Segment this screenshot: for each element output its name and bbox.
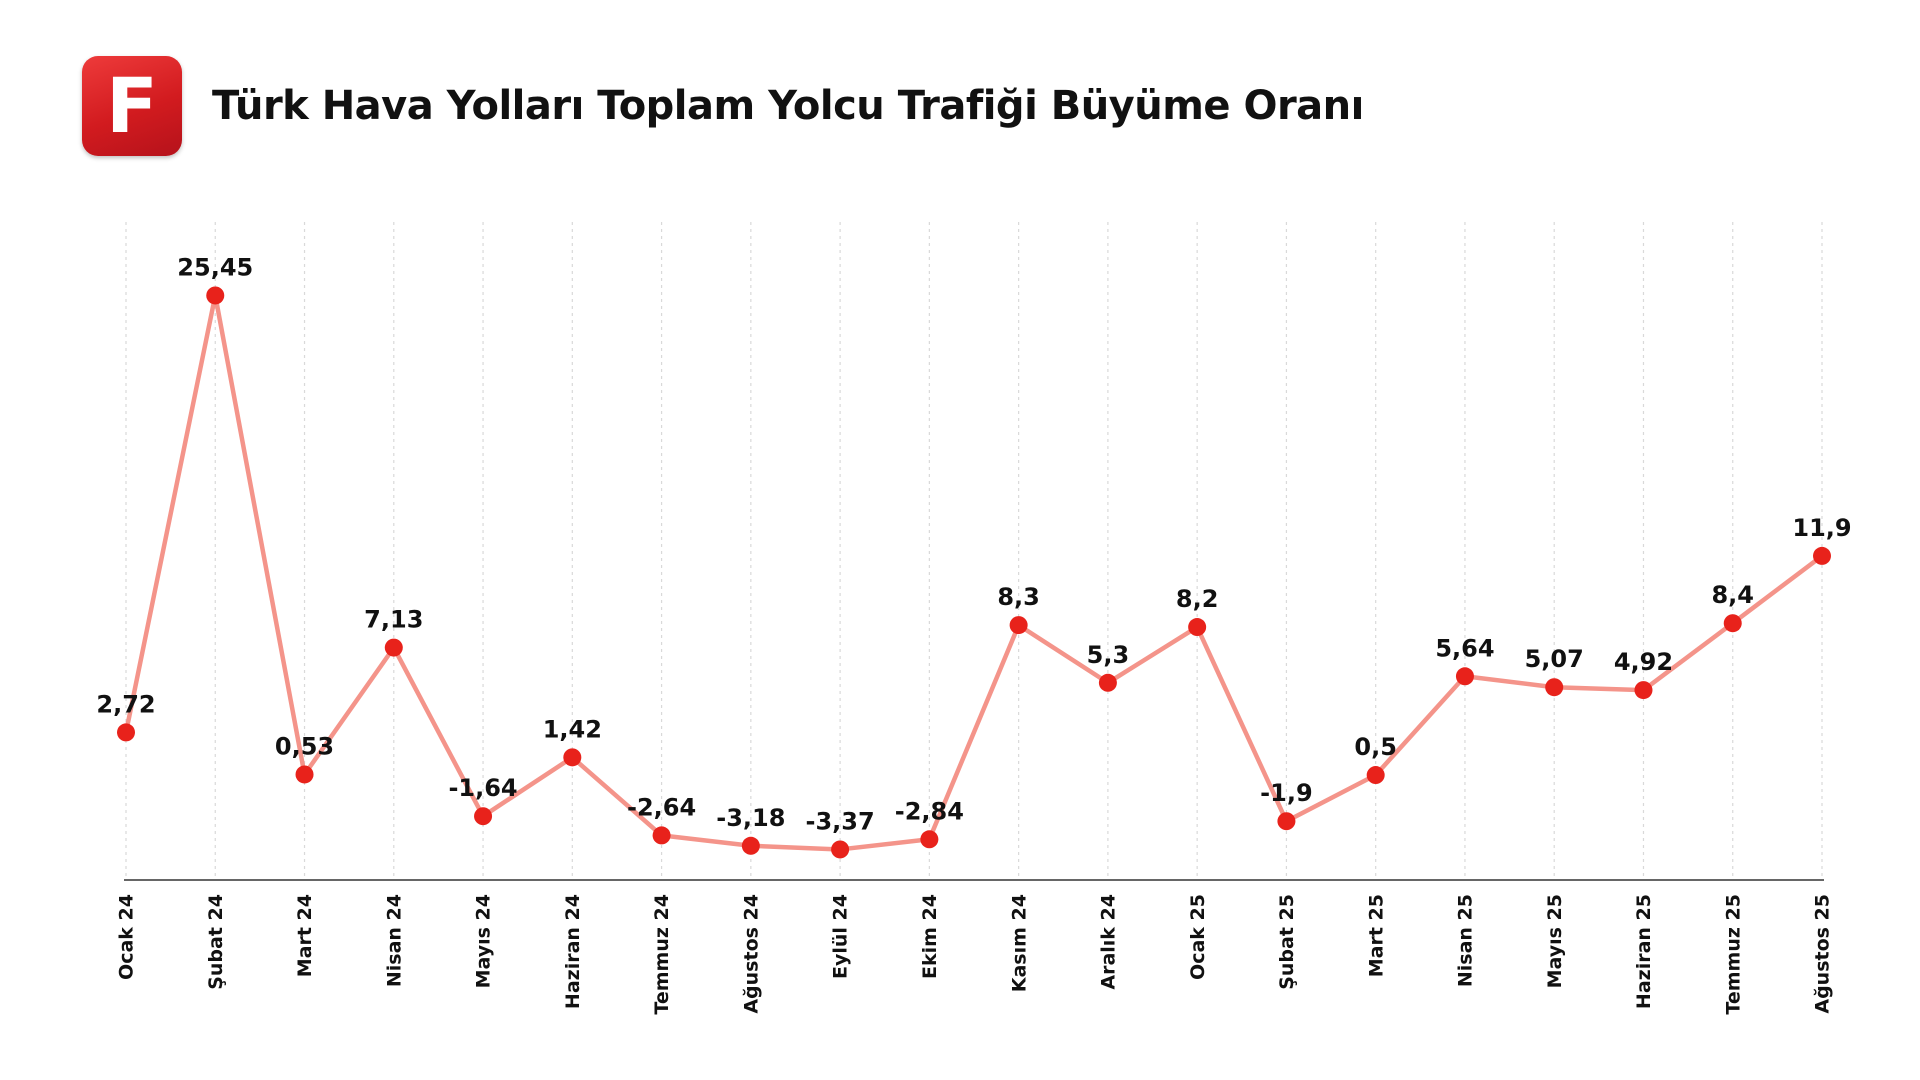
data-point (920, 830, 939, 849)
data-label: 25,45 (177, 253, 253, 281)
brand-logo: F (82, 56, 182, 156)
x-tick-label: Ocak 24 (116, 894, 138, 980)
data-point (1455, 667, 1474, 686)
data-markers (117, 286, 1831, 859)
x-tick-label: Ağustos 25 (1812, 894, 1834, 1014)
data-point (1634, 681, 1653, 700)
x-tick-label: Temmuz 24 (651, 894, 673, 1015)
data-label: -2,84 (895, 797, 964, 825)
data-point (1366, 766, 1385, 785)
x-tick-label: Haziran 24 (562, 894, 584, 1009)
data-point (1813, 546, 1831, 565)
data-point (1009, 616, 1028, 635)
data-point (831, 840, 850, 859)
x-tick-label: Kasım 24 (1008, 894, 1030, 992)
series-polyline (123, 293, 1825, 852)
data-label: 5,07 (1525, 645, 1584, 673)
x-tick-label: Mayıs 24 (473, 894, 495, 988)
data-label: 5,64 (1435, 634, 1494, 662)
x-tick-label: Eylül 24 (830, 894, 852, 979)
series-line (123, 293, 1825, 852)
x-tick-label: Mart 24 (294, 894, 316, 977)
data-label: 11,9 (1792, 514, 1851, 542)
x-tick-label: Aralık 24 (1098, 894, 1120, 990)
x-tick-label: Mayıs 25 (1544, 894, 1566, 988)
data-label: 5,3 (1087, 641, 1130, 669)
data-point (652, 826, 671, 845)
x-tick-label: Nisan 24 (383, 894, 405, 987)
data-point (563, 748, 582, 767)
data-point (741, 836, 760, 855)
logo-letter: F (106, 61, 158, 150)
data-label: 7,13 (364, 606, 423, 634)
data-label: 1,42 (543, 715, 602, 743)
data-label: 8,3 (997, 583, 1040, 611)
data-label: -3,37 (806, 807, 875, 835)
grid-lines (125, 222, 1823, 880)
data-point (1098, 673, 1117, 692)
data-label: 2,72 (96, 690, 155, 718)
x-tick-label: Ocak 25 (1187, 894, 1209, 980)
x-tick-label: Temmuz 25 (1722, 894, 1744, 1015)
data-point (1277, 812, 1296, 831)
data-label: -1,64 (448, 774, 517, 802)
data-label: 4,92 (1614, 648, 1673, 676)
data-label: 0,5 (1354, 733, 1397, 761)
data-labels: 2,72 25,45 0,53 7,13 -1,64 1,42 -2,64 -3,18 -3,3… (96, 253, 1851, 835)
x-tick-label: Mart 25 (1365, 894, 1387, 977)
x-tick-label: Nisan 25 (1455, 894, 1477, 987)
x-tick-labels: Ocak 24 Şubat 24 Mart 24 Nisan 24 Mayıs 24 Ha… (116, 894, 1834, 1015)
data-label: 0,53 (275, 732, 334, 760)
x-tick-label: Ekim 24 (919, 894, 941, 979)
data-point (1545, 678, 1564, 697)
data-label: -2,64 (627, 793, 696, 821)
data-point (474, 807, 493, 826)
x-tick-label: Şubat 25 (1276, 894, 1298, 990)
data-point (117, 723, 135, 742)
data-label: -3,18 (716, 804, 785, 832)
data-label: 8,2 (1176, 585, 1219, 613)
chart-title: Türk Hava Yolları Toplam Yolcu Trafiği B… (212, 83, 1364, 129)
data-label: -1,9 (1260, 779, 1312, 807)
x-tick-label: Şubat 24 (205, 894, 227, 990)
data-point (206, 286, 225, 305)
chart-header: F Türk Hava Yolları Toplam Yolcu Trafiği… (82, 56, 1364, 156)
data-point (1723, 614, 1742, 633)
data-point (295, 765, 314, 784)
data-label: 8,4 (1711, 581, 1754, 609)
data-point (384, 638, 403, 657)
data-point (1188, 618, 1207, 637)
x-tick-label: Ağustos 24 (740, 894, 762, 1014)
x-tick-label: Haziran 25 (1633, 894, 1655, 1009)
